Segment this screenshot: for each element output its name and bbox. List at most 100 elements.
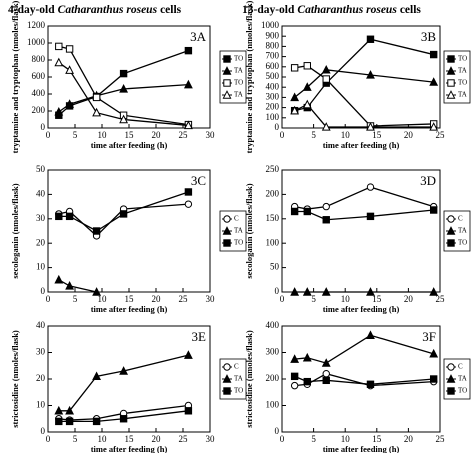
marker xyxy=(303,62,311,70)
legend-label: TO xyxy=(458,79,467,87)
series-line xyxy=(294,209,434,221)
legend-marker xyxy=(446,66,456,75)
y-tick-label: 30 xyxy=(36,347,46,357)
marker xyxy=(119,415,128,423)
legend-marker xyxy=(223,215,231,223)
marker xyxy=(54,106,64,116)
y-tick-label: 10 xyxy=(36,400,46,410)
marker xyxy=(119,366,129,375)
y-tick-label: 100 xyxy=(266,400,280,410)
y-tick-label: 800 xyxy=(32,54,46,64)
x-tick-label: 5 xyxy=(73,294,78,304)
legend-marker xyxy=(446,90,456,99)
x-tick-label: 25 xyxy=(179,294,189,304)
x-tick-label: 0 xyxy=(46,294,51,304)
legend-marker xyxy=(447,215,455,223)
marker xyxy=(366,70,375,79)
y-tick-label: 1000 xyxy=(27,37,46,47)
y-tick-label: 0 xyxy=(41,426,46,436)
y-tick-label: 200 xyxy=(266,102,280,112)
legend-label: TA xyxy=(458,227,467,235)
marker xyxy=(92,417,101,426)
y-tick-label: 700 xyxy=(266,51,280,61)
legend-marker xyxy=(447,79,455,87)
marker xyxy=(54,405,64,415)
marker xyxy=(429,206,438,214)
marker xyxy=(65,65,75,74)
legend-label: TO xyxy=(234,387,243,395)
plot-frame xyxy=(281,169,441,293)
marker xyxy=(183,350,193,359)
y-tick-label: 400 xyxy=(266,81,280,91)
legend-label: TO xyxy=(234,55,243,63)
marker xyxy=(184,46,193,55)
marker xyxy=(290,207,299,216)
marker xyxy=(322,202,330,211)
y-tick-label: 1000 xyxy=(261,20,280,30)
marker xyxy=(65,281,75,290)
legend-marker xyxy=(446,226,456,235)
y-tick-label: 200 xyxy=(266,188,280,198)
panel-label: 3C xyxy=(191,173,206,188)
panel-label: 3A xyxy=(190,29,207,44)
x-tick-label: 0 xyxy=(280,294,285,304)
marker xyxy=(366,330,375,339)
x-tick-label: 20 xyxy=(404,434,414,444)
marker xyxy=(183,120,193,130)
legend-marker xyxy=(222,226,232,235)
marker xyxy=(366,183,375,191)
marker xyxy=(429,287,439,296)
y-tick-label: 20 xyxy=(36,237,46,247)
marker xyxy=(366,35,375,43)
marker xyxy=(65,405,75,415)
x-tick-label: 10 xyxy=(341,294,351,304)
x-tick-label: 20 xyxy=(152,434,162,444)
y-tick-label: 0 xyxy=(275,426,280,436)
legend-marker xyxy=(447,387,455,395)
x-tick-label: 10 xyxy=(341,130,351,140)
y-axis-label: tryptamine and tryptophan (nmoles/flask) xyxy=(10,0,20,153)
marker xyxy=(184,407,193,415)
marker xyxy=(429,50,438,59)
x-axis-label: time after feeding (h) xyxy=(91,444,168,453)
marker xyxy=(321,287,331,296)
x-tick-label: 30 xyxy=(206,294,216,304)
plot-frame xyxy=(281,25,441,129)
y-axis-label: secologanin (nmoles/flask) xyxy=(10,183,20,278)
x-tick-label: 25 xyxy=(436,434,446,444)
x-tick-label: 10 xyxy=(341,434,351,444)
x-axis-label: time after feeding (h) xyxy=(323,140,400,150)
panel-title: 13-day-old Catharanthus roseus cells xyxy=(242,4,421,16)
x-tick-label: 15 xyxy=(372,294,382,304)
marker xyxy=(119,114,129,124)
y-tick-label: 100 xyxy=(266,237,280,247)
legend-marker xyxy=(222,66,232,75)
y-axis-label: secologanin (nmoles/flask) xyxy=(244,183,254,278)
y-tick-label: 40 xyxy=(36,188,46,198)
marker xyxy=(184,188,193,196)
legend-marker xyxy=(447,55,455,63)
legend-marker xyxy=(223,79,231,87)
marker xyxy=(321,122,331,131)
x-tick-label: 25 xyxy=(179,434,189,444)
x-tick-label: 20 xyxy=(152,294,162,304)
x-tick-label: 25 xyxy=(436,130,446,140)
x-tick-label: 25 xyxy=(179,130,189,140)
x-tick-label: 10 xyxy=(98,130,108,140)
legend-label: TO xyxy=(234,239,243,247)
marker xyxy=(290,372,299,381)
panel-title: 4-day-old Catharanthus roseus cells xyxy=(8,4,182,16)
x-tick-label: 10 xyxy=(98,294,108,304)
x-tick-label: 15 xyxy=(372,434,382,444)
y-tick-label: 250 xyxy=(266,164,280,174)
marker xyxy=(366,212,375,221)
marker xyxy=(322,370,330,378)
legend-label: TA xyxy=(234,91,243,99)
marker xyxy=(322,376,330,385)
legend-label: C xyxy=(234,215,239,223)
marker xyxy=(54,57,64,67)
marker xyxy=(302,99,312,109)
marker xyxy=(92,107,102,117)
legend-label: C xyxy=(234,363,239,371)
marker xyxy=(366,287,375,296)
